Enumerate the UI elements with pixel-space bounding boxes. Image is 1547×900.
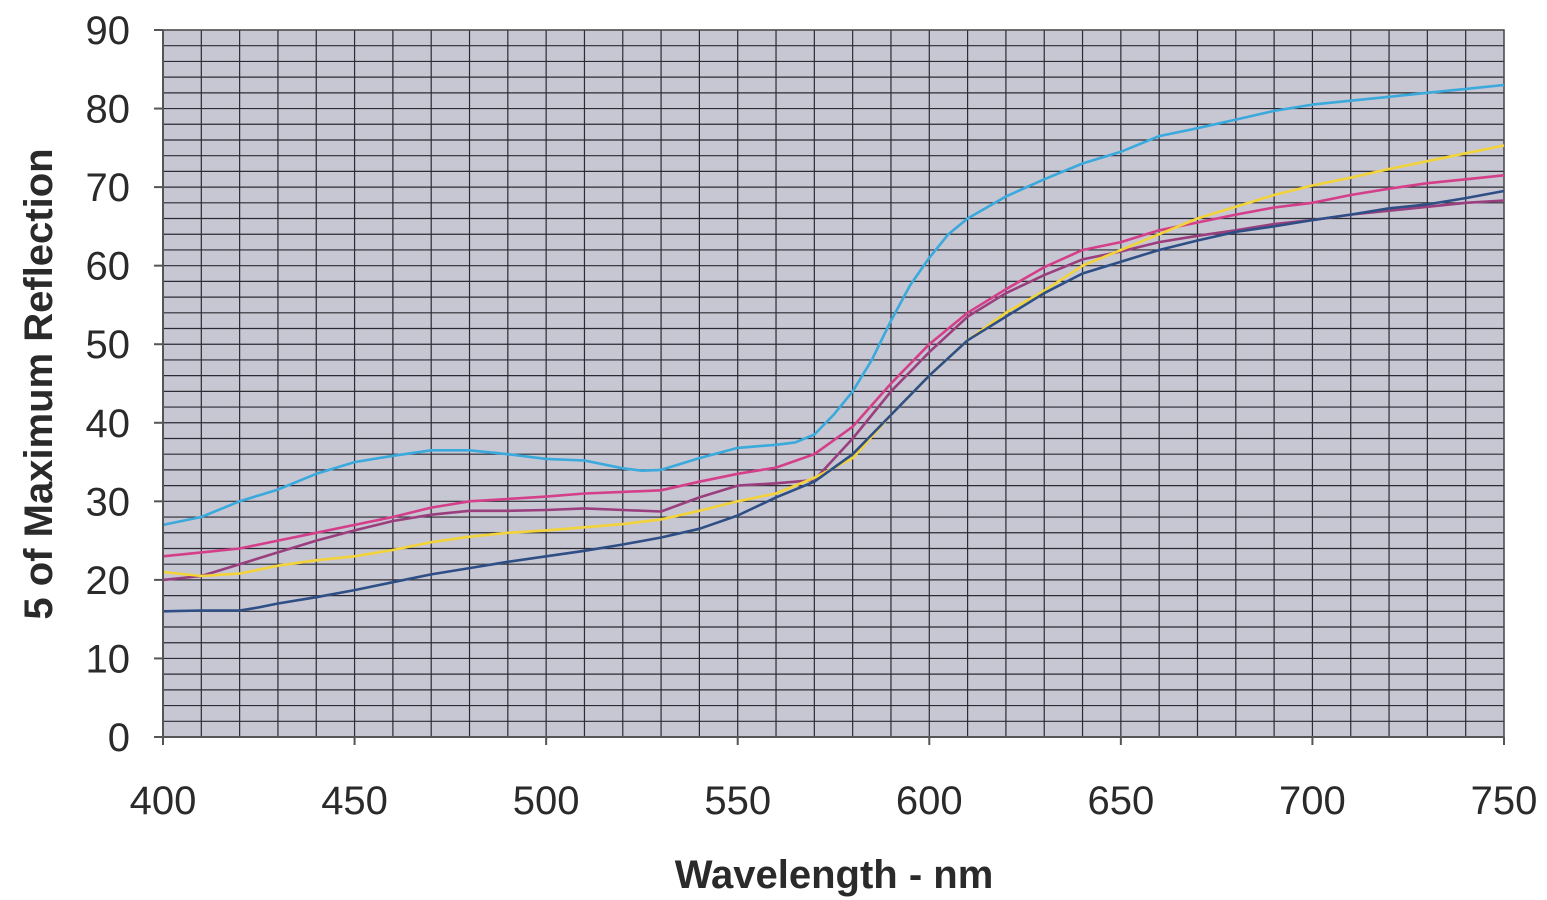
y-tick-label: 50 (86, 323, 131, 367)
y-tick-label: 20 (86, 559, 131, 603)
plot-area (163, 30, 1504, 737)
series-line-1 (162, 83, 1505, 527)
series-line-3 (162, 199, 1505, 582)
x-tick-label: 700 (1279, 779, 1346, 823)
y-axis-title: 5 of Maximum Reflection (17, 148, 61, 619)
x-tick-label: 600 (896, 779, 963, 823)
y-tick-label: 10 (86, 637, 131, 681)
series-line-5 (162, 189, 1505, 613)
x-tick-label: 500 (513, 779, 580, 823)
axes (154, 29, 1505, 745)
x-tick-label: 400 (130, 779, 197, 823)
y-tick-label: 70 (86, 166, 131, 210)
x-tick-label: 550 (704, 779, 771, 823)
series-lines (162, 83, 1505, 613)
y-tick-label: 90 (86, 9, 131, 53)
plot-background (163, 30, 1504, 737)
x-tick-label: 450 (321, 779, 388, 823)
tick-labels: 0 10 20 30 40 50 60 70 80 90 400 450 500 550 600 650 700… (86, 9, 1538, 823)
y-tick-label: 30 (86, 480, 131, 524)
y-tick-label: 80 (86, 88, 131, 132)
y-tick-label: 40 (86, 402, 131, 446)
x-tick-label: 750 (1471, 779, 1538, 823)
y-tick-label: 60 (86, 245, 131, 289)
series-line-2 (162, 174, 1505, 558)
grid-lines (162, 29, 1505, 738)
x-axis-title: Wavelength - nm (675, 853, 994, 897)
y-tick-label: 0 (108, 716, 130, 760)
x-tick-label: 650 (1087, 779, 1154, 823)
